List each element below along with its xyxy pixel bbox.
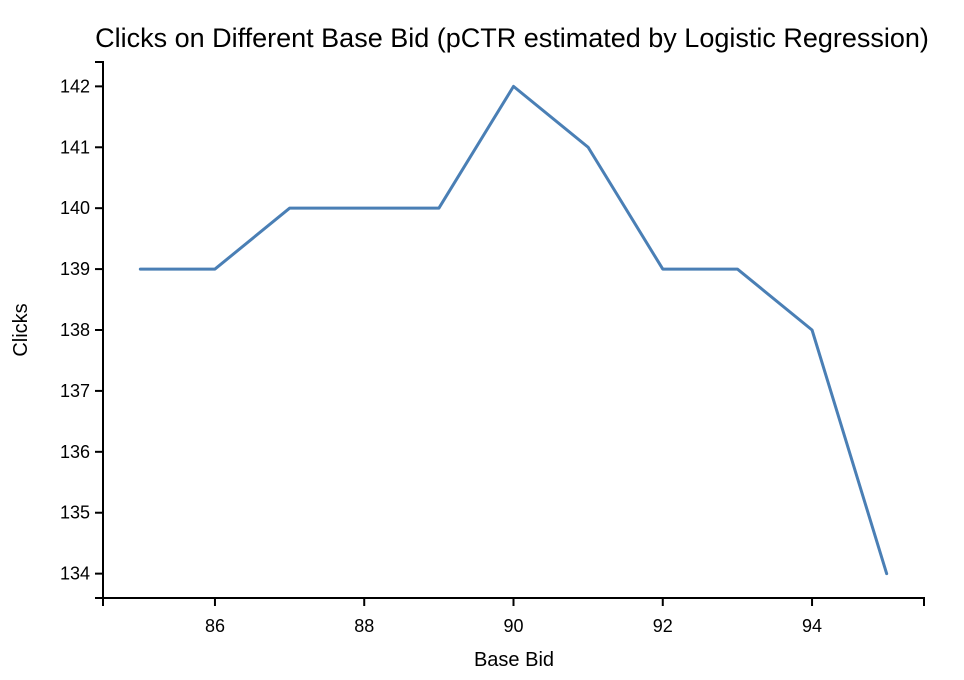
y-tick-label: 140 [60, 198, 90, 218]
y-axis: 134 135 136 137 138 139 140 141 142 [60, 61, 104, 599]
y-tick-label: 142 [60, 76, 90, 96]
x-axis-label: Base Bid [474, 649, 554, 671]
y-tick-label: 137 [60, 381, 90, 401]
x-tick-label: 92 [653, 616, 673, 636]
x-tick-label: 88 [354, 616, 374, 636]
y-axis-label: Clicks [10, 303, 32, 356]
chart-title: Clicks on Different Base Bid (pCTR estim… [95, 23, 929, 53]
x-tick-label: 86 [205, 616, 225, 636]
series-layer [138, 84, 889, 576]
series-line [138, 84, 889, 576]
y-tick-label: 136 [60, 442, 90, 462]
x-axis: 86 88 90 92 94 [102, 597, 925, 636]
y-tick-label: 135 [60, 503, 90, 523]
x-tick-label: 90 [503, 616, 523, 636]
x-tick-label: 94 [802, 616, 822, 636]
y-tick-label: 138 [60, 320, 90, 340]
y-tick-label: 141 [60, 137, 90, 157]
y-tick-label: 134 [60, 564, 90, 584]
y-tick-label: 139 [60, 259, 90, 279]
